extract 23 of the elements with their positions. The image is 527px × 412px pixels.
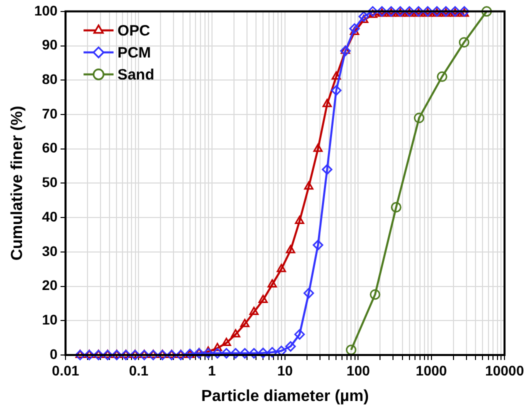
x-tick-label: 0.1 <box>128 362 149 378</box>
legend-label: OPC <box>118 22 150 40</box>
y-tick-label: 40 <box>42 208 58 224</box>
legend-label: PCM <box>118 44 151 62</box>
x-axis-title: Particle diameter (µm) <box>201 388 369 405</box>
y-tick-label: 50 <box>42 174 58 190</box>
y-tick-label: 10 <box>42 312 58 328</box>
x-tick-label: 10000 <box>485 362 524 378</box>
y-tick-label: 60 <box>42 140 58 156</box>
x-tick-label: 0.01 <box>52 362 80 378</box>
y-tick-label: 80 <box>42 70 58 87</box>
y-tick-label: 0 <box>50 346 58 362</box>
y-tick-label: 30 <box>42 242 58 259</box>
x-tick-label: 10 <box>277 362 294 378</box>
y-tick-label: 20 <box>42 277 58 294</box>
y-tick-label: 100 <box>34 2 58 18</box>
legend-label: Sand <box>118 66 154 84</box>
x-tick-label: 100 <box>346 362 370 378</box>
y-tick-label: 70 <box>42 105 58 122</box>
y-tick-label: 90 <box>42 36 58 53</box>
x-tick-label: 1 <box>208 362 216 378</box>
y-axis-title: Cumulative finer (%) <box>9 106 26 261</box>
x-tick-label: 1000 <box>416 362 448 378</box>
